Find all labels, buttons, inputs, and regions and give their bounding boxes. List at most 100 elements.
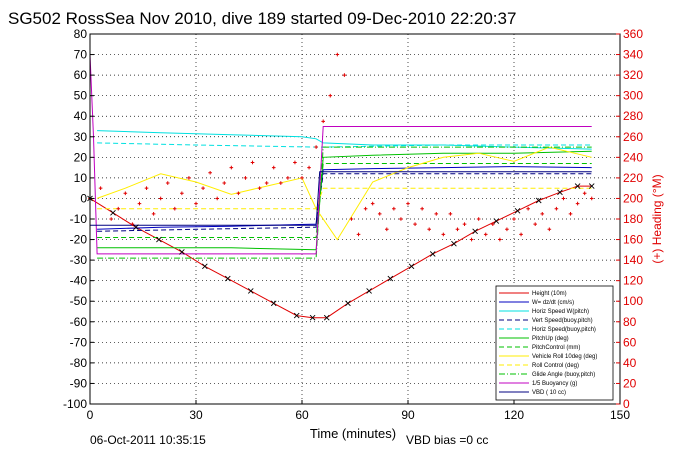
left-tick-label: 0 (80, 191, 87, 205)
height-marker (323, 314, 330, 321)
heading-scatter (88, 52, 594, 242)
height-marker (451, 240, 457, 247)
height-marker (110, 210, 116, 216)
right-axis-label: (+) Heading (°M) (650, 174, 664, 263)
left-tick-label: -30 (70, 253, 88, 267)
heading-point (448, 212, 453, 216)
right-tick-label: 200 (623, 191, 643, 205)
height-marker (156, 236, 162, 243)
legend-entry: Height (10m) (532, 291, 567, 297)
heading-point (130, 222, 135, 226)
legend: Height (10m) W= dz/dt (cm/s) Horiz Speed W… (495, 285, 614, 401)
heading-point (561, 196, 566, 201)
right-tick-label: 320 (623, 68, 643, 82)
height-marker (387, 275, 394, 282)
right-axis-ticks: 0 20 40 60 80 100 120 140 160 180 200 220 240 260 280 3… (616, 27, 643, 411)
right-tick-label: 160 (623, 233, 643, 247)
height-marker (224, 275, 231, 282)
heading-point (151, 212, 156, 216)
legend-entry: Horiz Speed W(pitch) (532, 309, 589, 315)
heading-point (243, 176, 248, 180)
left-tick-label: -80 (70, 356, 88, 370)
heading-point (420, 206, 424, 211)
left-tick-label: -70 (70, 335, 88, 349)
footer-timestamp: 06-Oct-2011 10:35:15 (90, 433, 206, 447)
heading-point (363, 206, 368, 211)
height-markers (87, 183, 595, 321)
heading-point (498, 237, 502, 242)
heading-point (575, 201, 580, 206)
bottom-tick-label: 90 (401, 408, 415, 422)
left-tick-label: 40 (74, 109, 88, 123)
heading-point (476, 217, 481, 221)
series-line-11 (90, 171, 592, 226)
heading-point (144, 186, 149, 190)
left-tick-label: -50 (70, 294, 88, 308)
height-marker (557, 189, 563, 196)
heading-point (589, 196, 594, 201)
heading-point (385, 227, 389, 232)
bottom-tick-label: 0 (87, 408, 94, 422)
left-tick-label: 10 (74, 171, 88, 185)
left-tick-label: 60 (74, 68, 88, 82)
heading-point (512, 217, 516, 221)
series-line-3 (97, 173, 592, 232)
right-tick-label: 60 (623, 335, 637, 349)
right-tick-label: 280 (623, 109, 643, 123)
heading-point (307, 165, 311, 170)
heading-point (165, 181, 170, 185)
heading-point (173, 206, 177, 211)
right-tick-label: 80 (623, 315, 637, 329)
right-tick-label: 300 (623, 89, 643, 103)
series-line-4 (97, 142, 592, 148)
heading-point (455, 227, 460, 232)
height-marker (493, 218, 500, 224)
heading-point (335, 52, 340, 57)
heading-point (158, 196, 163, 201)
heading-point (328, 93, 333, 98)
heading-point (526, 206, 530, 211)
legend-entry: Vert Speed(buoy,pitch) (532, 318, 593, 324)
heading-point (413, 222, 417, 226)
heading-point (540, 212, 545, 216)
left-tick-label: -60 (70, 315, 88, 329)
left-tick-label: 50 (74, 89, 88, 103)
heading-point (441, 232, 446, 237)
left-tick-label: 80 (74, 27, 88, 41)
heading-point (505, 227, 509, 232)
heading-point (123, 191, 128, 196)
left-tick-label: 30 (74, 130, 88, 144)
heading-point (370, 201, 375, 206)
height-marker (202, 263, 208, 270)
footer-vbd-bias: VBD bias =0 cc (406, 433, 488, 447)
heading-point (321, 119, 325, 124)
legend-entry: PitchUp (deg) (532, 336, 569, 342)
heading-point (187, 176, 191, 180)
heading-point (180, 191, 184, 196)
legend-entry: Vehicle Roll 10deg (deg) (532, 354, 597, 360)
right-tick-label: 260 (623, 130, 643, 144)
bottom-tick-label: 150 (610, 408, 630, 422)
legend-entry: Roll Control (deg) (532, 363, 579, 369)
height-marker (345, 300, 351, 307)
heading-point (300, 176, 304, 180)
right-tick-label: 100 (623, 294, 643, 308)
right-tick-label: 40 (623, 356, 637, 370)
bottom-tick-label: 60 (295, 408, 309, 422)
heading-point (137, 201, 142, 206)
heading-point (399, 217, 403, 221)
series-line-1 (97, 166, 592, 230)
left-tick-label: -90 (70, 376, 88, 390)
heading-point (434, 212, 439, 216)
height-marker (429, 251, 436, 257)
heading-point (462, 222, 467, 226)
height-marker (514, 207, 521, 214)
legend-entry: Glide Angle (buoy,pitch) (532, 372, 595, 378)
heading-point (250, 160, 255, 165)
height-marker (588, 183, 595, 189)
heading-point (469, 237, 474, 242)
heading-point (236, 191, 241, 196)
x-axis-label: Time (minutes) (310, 426, 396, 441)
left-tick-label: -40 (70, 274, 88, 288)
heading-point (356, 232, 361, 237)
